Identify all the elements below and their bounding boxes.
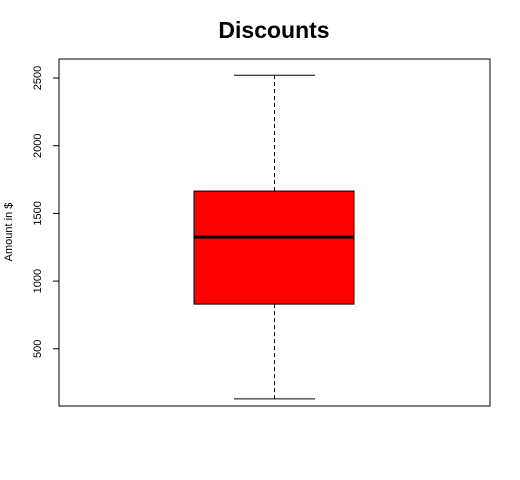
y-axis: 500 1000 1500 2000 2500 [32, 66, 59, 358]
chart-title: Discounts [218, 17, 329, 43]
y-tick-label: 2500 [32, 66, 44, 90]
box-group [194, 75, 354, 399]
y-tick-label: 500 [32, 340, 44, 358]
y-tick-label: 1000 [32, 269, 44, 293]
y-axis-label: Amount in $ [3, 203, 15, 262]
y-tick-label: 1500 [32, 201, 44, 225]
interquartile-box [194, 191, 354, 304]
y-tick-label: 2000 [32, 133, 44, 157]
